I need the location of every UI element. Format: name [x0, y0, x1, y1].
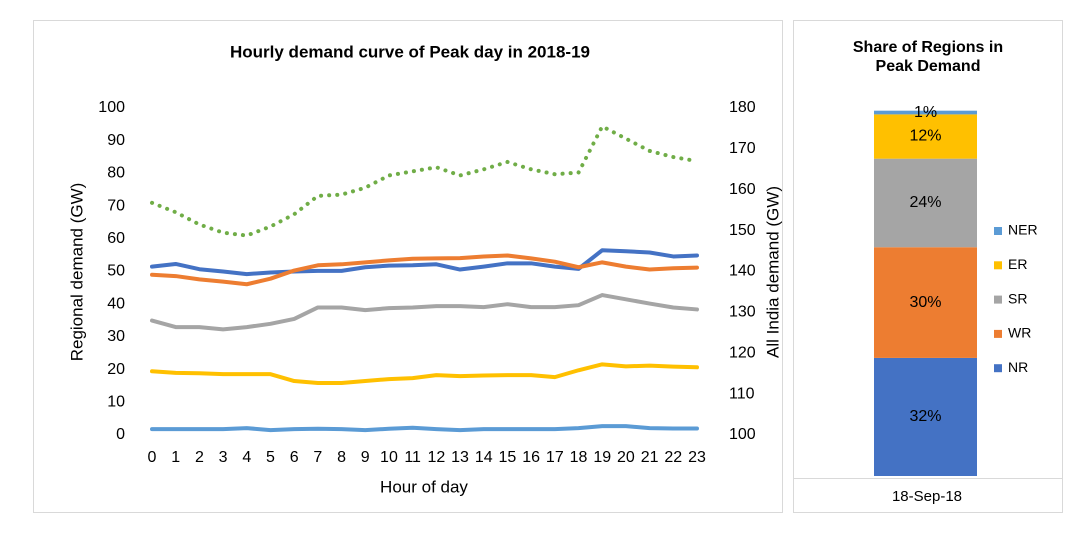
data-label: 12%	[909, 128, 941, 145]
legend-swatch	[994, 364, 1002, 373]
x-tick-label: 21	[641, 449, 659, 466]
legend-swatch	[994, 329, 1002, 338]
x-tick-label: 4	[242, 449, 251, 466]
y-tick-label: 100	[98, 99, 125, 116]
legend-label: SR	[1008, 290, 1027, 306]
x-tick-label: 13	[451, 449, 469, 466]
legend-label: ER	[1008, 256, 1027, 272]
line-series	[150, 424, 699, 433]
y-tick-label: 60	[107, 230, 125, 247]
y2-tick-label: 120	[729, 344, 756, 361]
line-series	[150, 248, 699, 277]
x-tick-label: 9	[361, 449, 370, 466]
x-tick-label: 0	[148, 449, 157, 466]
x-tick-label: 5	[266, 449, 275, 466]
y-tick-label: 80	[107, 165, 125, 182]
x-tick-label: 1	[171, 449, 180, 466]
x-tick-label: 22	[664, 449, 682, 466]
y2-axis-label: All India demand (GW)	[763, 186, 782, 358]
y2-tick-label: 130	[729, 304, 756, 321]
legend-label: NER	[1008, 222, 1038, 238]
y-tick-label: 10	[107, 394, 125, 411]
left-panel	[33, 20, 783, 513]
y-tick-label: 20	[107, 361, 125, 378]
legend-swatch	[994, 295, 1002, 304]
y2-tick-label: 170	[729, 140, 756, 157]
y2-tick-label: 110	[729, 385, 755, 402]
y-tick-label: 50	[107, 263, 125, 280]
bar-segment	[874, 247, 977, 358]
chart-title: Share of Regions in Peak Demand	[852, 39, 1004, 75]
x-tick-label: 18	[570, 449, 588, 466]
bar-segment	[874, 110, 977, 115]
data-label: 30%	[909, 294, 941, 311]
x-tick-label: 23	[688, 449, 706, 466]
right-panel	[793, 20, 1063, 513]
data-label: 1%	[914, 104, 937, 121]
y-tick-label: 90	[107, 132, 125, 149]
data-label: 24%	[909, 194, 941, 211]
legend-label: NR	[1008, 359, 1028, 375]
x-tick-label: 12	[427, 449, 445, 466]
x-tick-label: 6	[290, 449, 299, 466]
x-tick-label: 11	[404, 449, 421, 466]
y-tick-label: 40	[107, 295, 125, 312]
legend-label: WR	[1008, 325, 1031, 341]
data-label: 32%	[909, 408, 941, 425]
line-series	[150, 124, 699, 238]
y-tick-label: 70	[107, 197, 125, 214]
line-series	[150, 293, 699, 332]
x-tick-label: 17	[546, 449, 564, 466]
y2-tick-label: 160	[729, 181, 756, 198]
x-tick-label: 3	[219, 449, 228, 466]
y-tick-label: 0	[116, 426, 125, 443]
x-tick-label: 8	[337, 449, 346, 466]
y-axis-label: Regional demand (GW)	[67, 183, 86, 362]
line-series	[150, 253, 699, 287]
legend-swatch	[994, 227, 1002, 235]
x-tick-label: 18-Sep-18	[892, 488, 962, 505]
x-tick-label: 15	[499, 449, 517, 466]
x-tick-label: 16	[522, 449, 540, 466]
bar-segment	[874, 158, 977, 248]
y2-tick-label: 100	[729, 426, 756, 443]
y-tick-label: 30	[107, 328, 125, 345]
x-tick-label: 19	[593, 449, 611, 466]
bar-segment	[874, 114, 977, 159]
x-axis-label: Hour of day	[380, 477, 468, 496]
line-series	[150, 362, 699, 386]
x-tick-label: 20	[617, 449, 635, 466]
chart-title: Hourly demand curve of Peak day in 2018-…	[230, 42, 590, 61]
y2-tick-label: 140	[729, 263, 756, 280]
y2-tick-label: 150	[729, 222, 756, 239]
x-tick-label: 14	[475, 449, 493, 466]
bar-segment	[874, 357, 977, 476]
legend-swatch	[994, 261, 1002, 270]
x-tick-label: 10	[380, 449, 398, 466]
x-tick-label: 7	[313, 449, 322, 466]
y2-tick-label: 180	[729, 99, 756, 116]
x-tick-label: 2	[195, 449, 204, 466]
